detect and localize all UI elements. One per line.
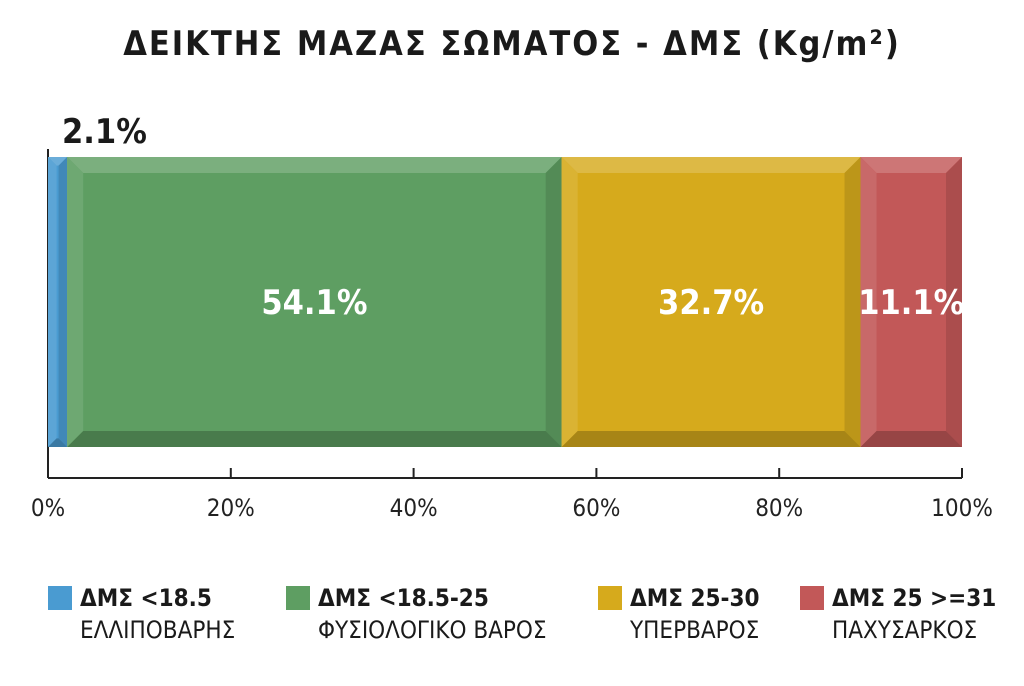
- bar-segment-underweight: [48, 157, 68, 447]
- legend-title-overweight: ΔΜΣ 25-30: [630, 584, 760, 612]
- legend-sub-obese: ΠΑΧΥΣΑΡΚΟΣ: [832, 616, 978, 644]
- data-label-underweight: 2.1%: [62, 112, 147, 152]
- legend-title-obese: ΔΜΣ 25 >=31: [832, 584, 997, 612]
- x-tick-label: 0%: [31, 494, 65, 522]
- bar-segment-overweight: [561, 157, 861, 447]
- data-label-overweight: 32.7%: [658, 283, 764, 323]
- legend-sub-underweight: ΕΛΛΙΠΟΒΑΡΗΣ: [80, 616, 236, 644]
- legend-item-underweight: ΔΜΣ <18.5 ΕΛΛΙΠΟΒΑΡΗΣ: [48, 582, 235, 646]
- legend-item-obese: ΔΜΣ 25 >=31 ΠΑΧΥΣΑΡΚΟΣ: [800, 582, 996, 646]
- legend-item-normal: ΔΜΣ <18.5-25 ΦΥΣΙΟΛΟΓΙΚΟ ΒΑΡΟΣ: [286, 582, 547, 646]
- legend-sub-overweight: ΥΠΕΡΒΑΡΟΣ: [630, 616, 760, 644]
- bmi-stacked-bar-chart: 0% 20% 40% 60% 80% 100% 2.1% 54.1% 32.7% 11.1%: [31, 112, 993, 522]
- legend-sub-normal: ΦΥΣΙΟΛΟΓΙΚΟ ΒΑΡΟΣ: [318, 616, 547, 644]
- data-label-obese: 11.1%: [858, 283, 964, 323]
- x-tick-label: 40%: [390, 494, 438, 522]
- bar-segment-normal: [67, 157, 562, 447]
- x-tick-label: 80%: [755, 494, 803, 522]
- x-tick-label: 20%: [207, 494, 255, 522]
- chart-title: ΔΕΙΚΤΗΣ ΜΑΖΑΣ ΣΩΜΑΤΟΣ - ΔΜΣ (Kg/m²): [123, 24, 901, 64]
- data-label-normal: 54.1%: [261, 283, 367, 323]
- legend-title-underweight: ΔΜΣ <18.5: [80, 584, 212, 612]
- legend-item-overweight: ΔΜΣ 25-30 ΥΠΕΡΒΑΡΟΣ: [598, 582, 760, 646]
- legend-title-normal: ΔΜΣ <18.5-25: [318, 584, 489, 612]
- x-tick-label: 60%: [572, 494, 620, 522]
- legend-swatch-underweight: [48, 586, 72, 610]
- bar-segment-obese: [860, 157, 962, 447]
- x-tick-label: 100%: [931, 494, 993, 522]
- legend-swatch-normal: [286, 586, 310, 610]
- legend-swatch-obese: [800, 586, 824, 610]
- legend-swatch-overweight: [598, 586, 622, 610]
